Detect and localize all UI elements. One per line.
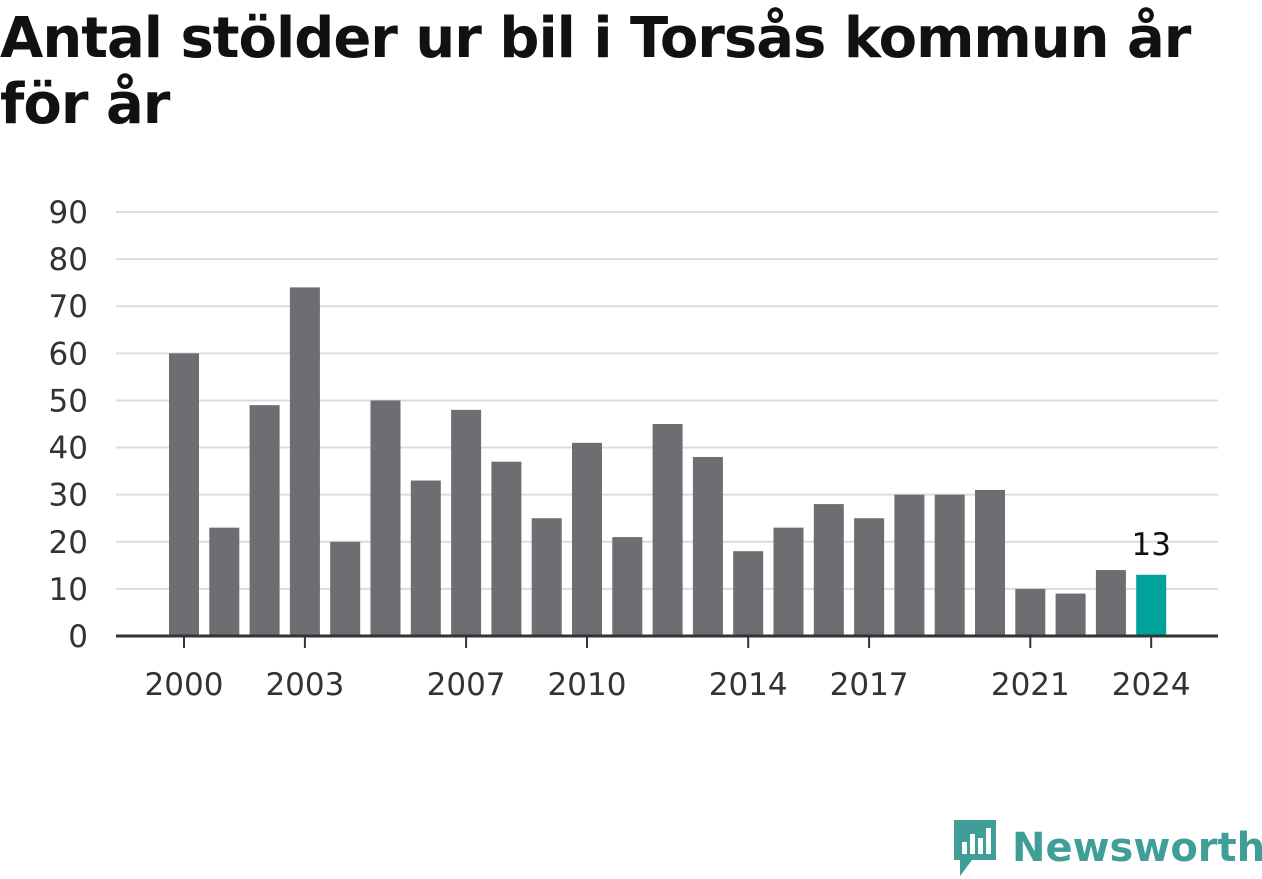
x-tick-label: 2014 (709, 667, 788, 703)
newsworthy-icon (954, 820, 996, 876)
bar-2014 (733, 551, 764, 636)
bar-2016 (813, 504, 844, 636)
x-tick-label: 2000 (145, 667, 224, 703)
bar-2011 (612, 537, 643, 636)
x-tick-label: 2021 (991, 667, 1070, 703)
bar-2010 (572, 442, 602, 636)
bar-2022 (1055, 593, 1086, 636)
bar-2006 (410, 480, 441, 636)
y-tick-label: 10 (49, 572, 88, 608)
bars (169, 287, 1167, 636)
bar-2018 (894, 494, 925, 636)
bar-2003 (289, 287, 320, 636)
x-tick-label: 2024 (1112, 667, 1191, 703)
data-label-2024: 13 (1131, 527, 1170, 563)
x-tick-label: 2007 (427, 667, 506, 703)
bar-2002 (249, 405, 280, 636)
bar-2020 (975, 489, 1005, 636)
bar-2008 (491, 461, 522, 636)
bar-2021 (1015, 588, 1046, 636)
x-tick-label: 2017 (830, 667, 909, 703)
x-tick-label: 2003 (265, 667, 344, 703)
y-tick-label: 90 (49, 195, 88, 231)
newsworthy-logo: Newsworthy (950, 818, 1262, 878)
y-tick-label: 70 (49, 289, 88, 325)
x-axis-ticks: 2000 2003 2007 2010 2014 2017 2021 2024 (145, 636, 1191, 703)
x-tick-label: 2010 (548, 667, 627, 703)
y-axis-ticks: 0 10 20 30 40 50 60 70 80 90 (49, 195, 88, 655)
bar-2004 (330, 541, 361, 636)
bar-2023 (1095, 570, 1126, 636)
y-tick-label: 20 (49, 525, 88, 561)
y-tick-label: 40 (49, 431, 88, 467)
bar-2001 (209, 527, 240, 636)
bar-2000 (169, 353, 199, 636)
bar-2012 (652, 424, 683, 636)
bar-2019 (934, 494, 965, 636)
y-tick-label: 0 (68, 619, 88, 655)
y-tick-label: 80 (49, 242, 88, 278)
data-labels: 13 (1131, 527, 1170, 563)
chart-title: Antal stölder ur bil i Torsås kommun år … (0, 6, 1191, 137)
brand-name: Newsworthy (1012, 825, 1262, 871)
y-tick-label: 30 (49, 478, 88, 514)
bar-2013 (692, 456, 723, 636)
bar-2009 (531, 518, 562, 636)
bar-2005 (370, 400, 401, 636)
bar-2017 (854, 518, 885, 636)
y-tick-label: 50 (49, 383, 88, 419)
bar-2007 (451, 409, 482, 636)
y-tick-label: 60 (49, 336, 88, 372)
bar-2024 (1136, 574, 1167, 636)
bar-2015 (773, 527, 804, 636)
